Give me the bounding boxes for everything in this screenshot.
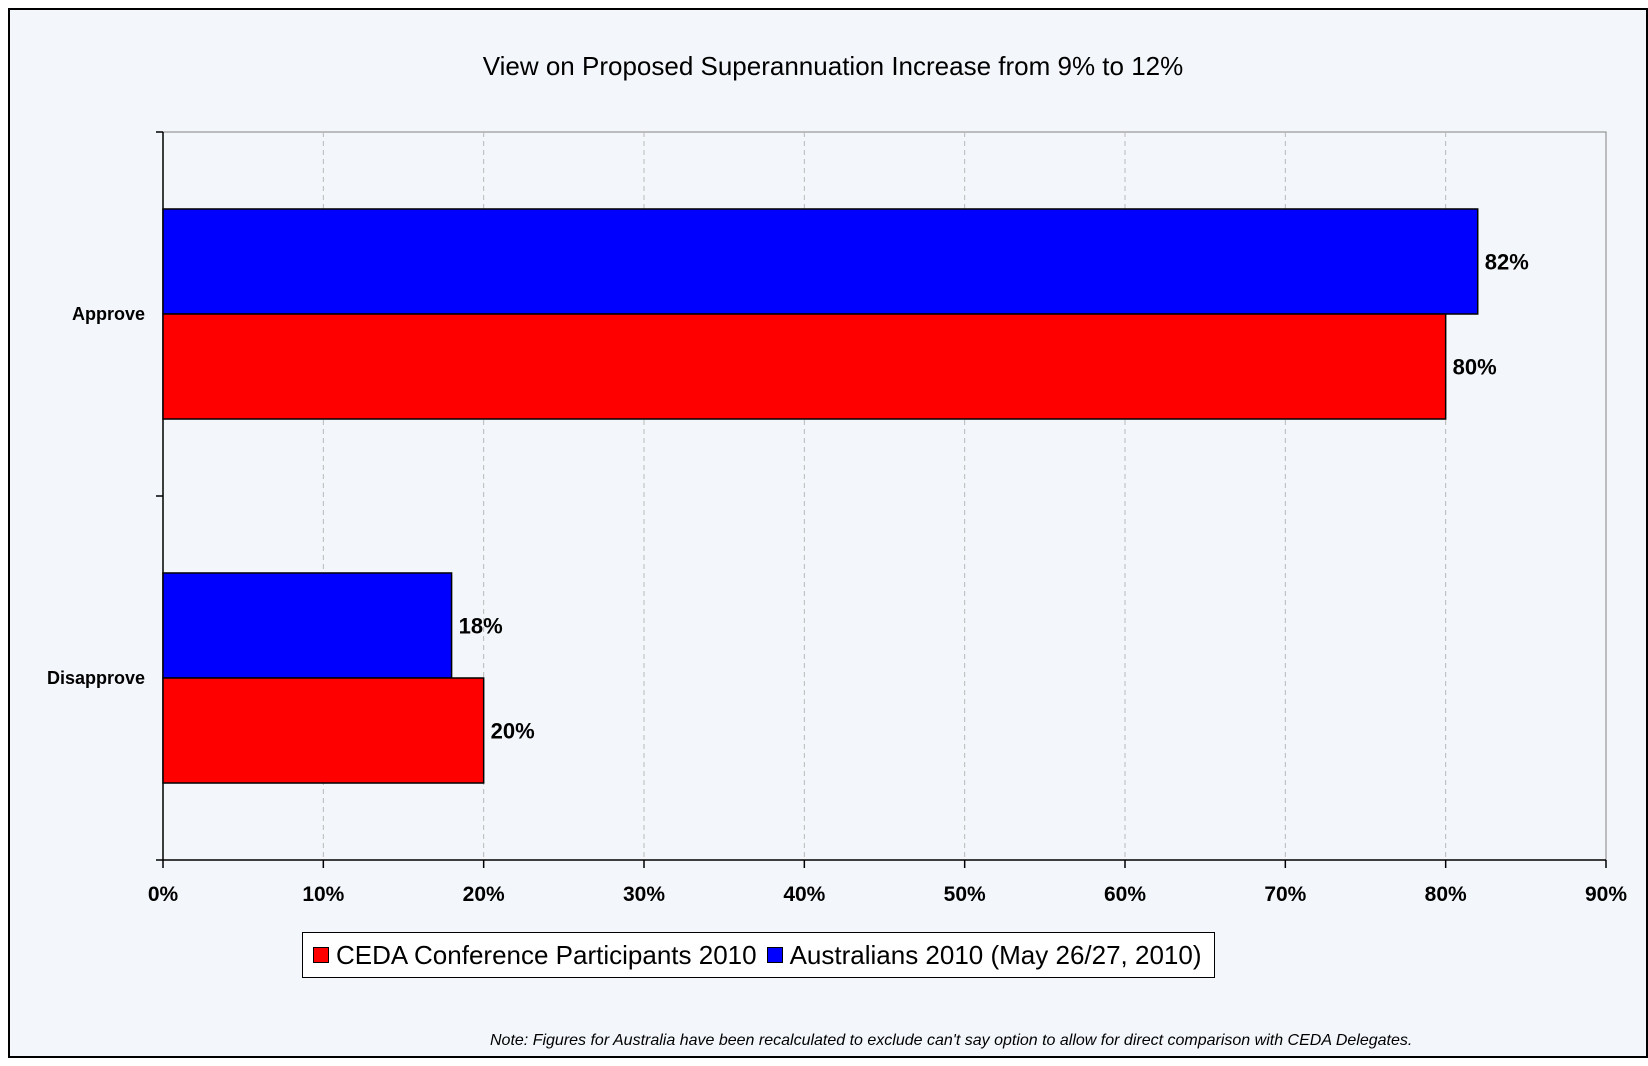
x-tick-label: 40% [783, 883, 825, 906]
x-tick-label: 50% [944, 883, 986, 906]
x-tick-label: 60% [1104, 883, 1146, 906]
data-label: 18% [459, 613, 503, 638]
legend-swatch-australians [766, 947, 783, 963]
plot-area: 0% 10% 20% 30% 40% 50% 60% 70% 80% 90% Approve 82% 8… [47, 131, 1627, 906]
data-label: 80% [1453, 355, 1497, 380]
x-tick-label: 90% [1585, 883, 1627, 906]
legend: CEDA Conference Participants 2010 Austra… [302, 932, 1215, 978]
x-tick-label: 20% [463, 883, 505, 906]
bar [162, 208, 1479, 315]
x-tick-label: 0% [148, 883, 179, 906]
x-tick-label: 70% [1264, 883, 1306, 906]
legend-item-australians: Australians 2010 (May 26/27, 2010) [766, 939, 1202, 971]
x-tick-label: 80% [1425, 883, 1467, 906]
category-label: Disapprove [47, 668, 145, 688]
bar [162, 313, 1447, 420]
data-label: 82% [1485, 249, 1529, 274]
bar [162, 572, 453, 679]
legend-item-ceda: CEDA Conference Participants 2010 [313, 940, 757, 971]
legend-label-ceda: CEDA Conference Participants 2010 [336, 939, 757, 970]
footnote: Note: Figures for Australia have been re… [490, 1032, 1413, 1049]
data-label: 20% [491, 719, 535, 744]
legend-swatch-ceda [313, 947, 329, 963]
bar [162, 677, 485, 784]
chart-title: View on Proposed Superannuation Increase… [483, 51, 1184, 81]
legend-label-australians: Australians 2010 (May 26/27, 2010) [789, 939, 1202, 970]
x-tick-label: 30% [623, 883, 665, 906]
x-tick-label: 10% [302, 883, 344, 906]
category-label: Approve [72, 304, 145, 324]
